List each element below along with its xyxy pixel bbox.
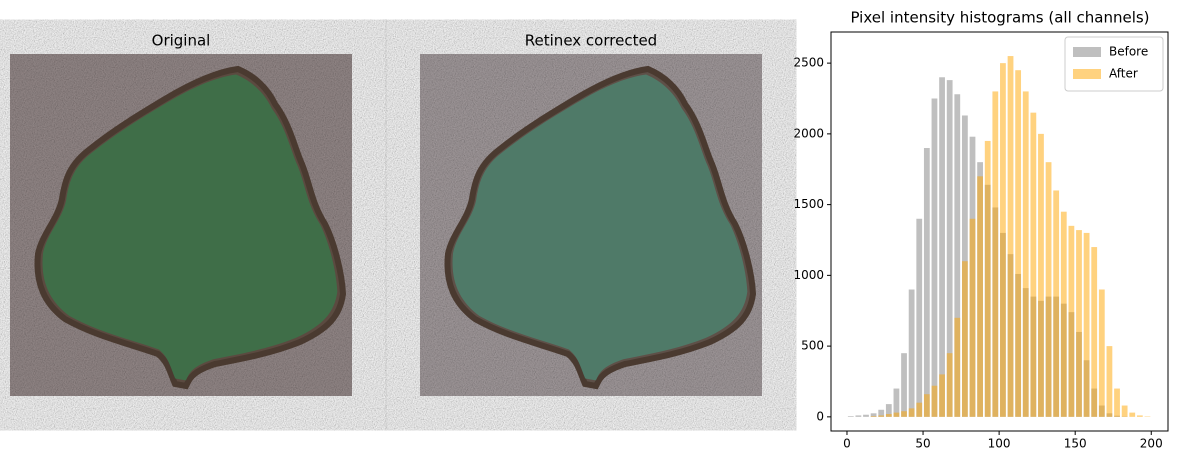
bar (878, 415, 885, 417)
y-tick-label: 500 (801, 339, 824, 353)
legend-swatch (1073, 69, 1101, 79)
bar (1091, 247, 1098, 417)
y-tick-label: 1500 (793, 197, 824, 211)
bar (893, 412, 900, 417)
bar (901, 411, 907, 417)
bar (1045, 162, 1052, 417)
bar (1060, 211, 1067, 417)
panel-title: Retinex corrected (525, 32, 657, 50)
image-original (10, 54, 352, 396)
legend-swatch (1073, 47, 1101, 57)
legend-label: Before (1109, 45, 1148, 59)
bar (863, 414, 869, 417)
bar (1053, 190, 1060, 417)
bar (954, 317, 961, 417)
bar (1114, 388, 1120, 417)
bar (1068, 225, 1075, 417)
x-tick-label: 0 (843, 437, 851, 451)
x-tick-label: 200 (1140, 437, 1163, 451)
image-retinex (420, 54, 762, 396)
bar (893, 388, 900, 417)
bar (1098, 289, 1105, 417)
bar (1022, 91, 1029, 417)
bar (908, 289, 915, 417)
bar (870, 413, 877, 417)
bar (1030, 112, 1037, 417)
bar (885, 404, 892, 417)
bar (908, 408, 915, 417)
bar (1106, 346, 1113, 417)
bar (984, 140, 991, 417)
bar (916, 402, 923, 417)
bar (1083, 232, 1090, 417)
bar (946, 80, 953, 417)
bar (1121, 405, 1128, 417)
bar (878, 409, 885, 417)
bar (1129, 412, 1136, 417)
bar (946, 353, 953, 417)
bar (969, 218, 976, 417)
bar (901, 353, 907, 417)
plot-frame (830, 31, 1169, 432)
y-tick-label: 2000 (793, 126, 824, 140)
bar (954, 94, 961, 417)
bar (923, 394, 930, 417)
bar (1007, 56, 1014, 417)
bar (1038, 133, 1044, 417)
bar (961, 261, 968, 417)
bar (847, 416, 854, 417)
bar (870, 416, 877, 417)
bar (931, 385, 938, 417)
bar (1015, 70, 1022, 417)
bar (931, 98, 938, 417)
x-tick-label: 50 (915, 437, 930, 451)
y-tick-label: 0 (816, 409, 824, 423)
bar (916, 218, 923, 417)
bar (1076, 230, 1082, 417)
bar (1000, 63, 1006, 417)
bar (977, 176, 983, 417)
bar (939, 374, 945, 417)
x-tick-label: 100 (988, 437, 1011, 451)
panel-title: Original (152, 32, 211, 50)
y-tick-label: 1000 (793, 268, 824, 282)
bar (855, 415, 862, 417)
chart-title: Pixel intensity histograms (all channels… (850, 9, 1149, 27)
bar (939, 77, 945, 417)
legend-label: After (1109, 67, 1138, 81)
bar (992, 91, 999, 417)
y-tick-label: 2500 (793, 56, 824, 70)
x-tick-label: 150 (1064, 437, 1087, 451)
bar (923, 148, 930, 417)
bar (885, 414, 892, 417)
bar (1136, 415, 1143, 417)
